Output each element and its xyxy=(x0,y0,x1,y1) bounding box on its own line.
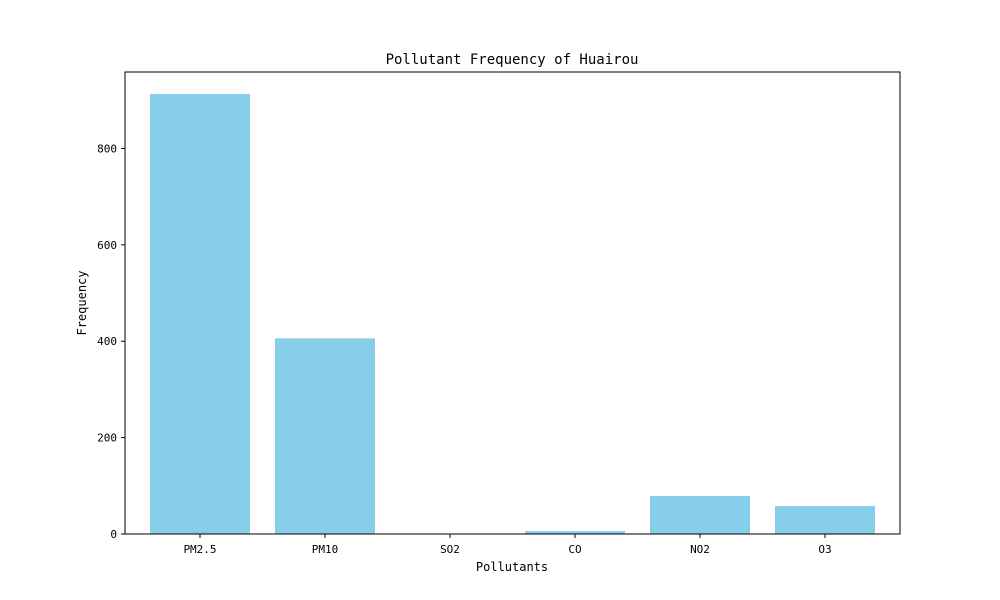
x-axis-ticks: PM2.5 PM10 SO2 CO NO2 O3 xyxy=(183,534,832,556)
x-axis-label: Pollutants xyxy=(476,560,548,574)
x-tick-label: CO xyxy=(568,543,581,556)
y-axis-label: Frequency xyxy=(75,270,89,335)
y-tick-label: 0 xyxy=(110,528,117,541)
x-tick-label: PM2.5 xyxy=(183,543,216,556)
y-tick-label: 200 xyxy=(97,432,117,445)
bar-co xyxy=(525,531,625,534)
plot-frame xyxy=(124,71,901,535)
bar-no2 xyxy=(650,495,750,534)
bar-o3 xyxy=(775,506,875,534)
x-tick-label: NO2 xyxy=(690,543,710,556)
y-tick-label: 800 xyxy=(97,142,117,155)
x-tick-label: PM10 xyxy=(312,543,339,556)
y-tick-label: 400 xyxy=(97,335,117,348)
y-axis-ticks: 0 200 400 600 800 xyxy=(97,142,125,541)
chart-title: Pollutant Frequency of Huairou xyxy=(386,52,639,68)
y-tick-label: 600 xyxy=(97,239,117,252)
x-tick-label: O3 xyxy=(818,543,831,556)
bar-pm10 xyxy=(275,338,375,534)
x-tick-label: SO2 xyxy=(440,543,460,556)
bars-layer xyxy=(150,94,875,534)
bar-pm25 xyxy=(150,94,250,534)
